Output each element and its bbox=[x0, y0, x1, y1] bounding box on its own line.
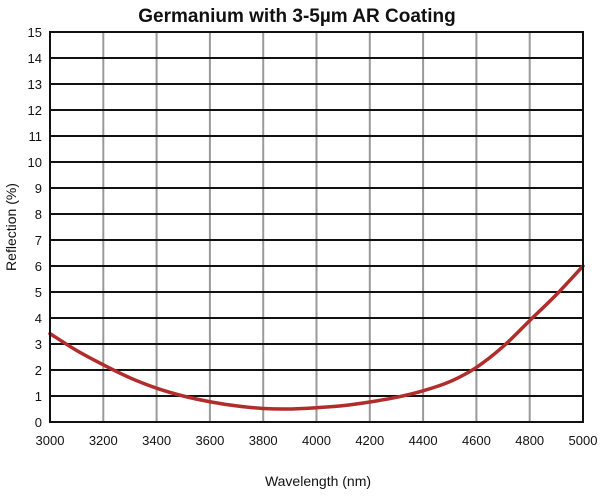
x-tick-label: 4200 bbox=[355, 433, 384, 448]
x-tick-labels: 3000 3200 3400 3600 3800 4000 4200 4400 4600 4800… bbox=[36, 433, 598, 448]
x-tick-label: 5000 bbox=[569, 433, 598, 448]
grid-layer bbox=[50, 32, 583, 422]
y-tick-label: 2 bbox=[35, 363, 42, 378]
y-tick-label: 6 bbox=[35, 259, 42, 274]
y-axis-label: Reflection (%) bbox=[3, 183, 19, 271]
series-layer bbox=[48, 264, 585, 411]
plot-border bbox=[49, 31, 584, 423]
x-tick-label: 3200 bbox=[89, 433, 118, 448]
y-tick-label: 14 bbox=[28, 51, 42, 66]
x-tick-label: 3600 bbox=[195, 433, 224, 448]
y-tick-label: 15 bbox=[28, 25, 42, 40]
y-tick-label: 12 bbox=[28, 103, 42, 118]
y-tick-label: 8 bbox=[35, 207, 42, 222]
x-tick-label: 4800 bbox=[515, 433, 544, 448]
y-tick-label: 11 bbox=[29, 129, 43, 144]
y-tick-label: 13 bbox=[28, 77, 42, 92]
y-tick-label: 1 bbox=[35, 389, 42, 404]
y-tick-label: 7 bbox=[35, 233, 42, 248]
chart-title: Germanium with 3-5µm AR Coating bbox=[138, 6, 455, 27]
x-tick-label: 4400 bbox=[409, 433, 438, 448]
y-tick-label: 5 bbox=[35, 285, 42, 300]
y-tick-label: 9 bbox=[35, 181, 42, 196]
x-tick-label: 3400 bbox=[142, 433, 171, 448]
x-tick-label: 4000 bbox=[302, 433, 331, 448]
x-axis-label: Wavelength (nm) bbox=[265, 473, 371, 489]
y-tick-label: 0 bbox=[35, 415, 42, 430]
y-tick-label: 3 bbox=[35, 337, 42, 352]
x-tick-label: 4600 bbox=[462, 433, 491, 448]
reflection-curve bbox=[48, 264, 585, 411]
x-tick-label: 3000 bbox=[36, 433, 65, 448]
y-tick-label: 4 bbox=[35, 311, 42, 326]
x-tick-label: 3800 bbox=[249, 433, 278, 448]
y-tick-label: 10 bbox=[28, 155, 42, 170]
